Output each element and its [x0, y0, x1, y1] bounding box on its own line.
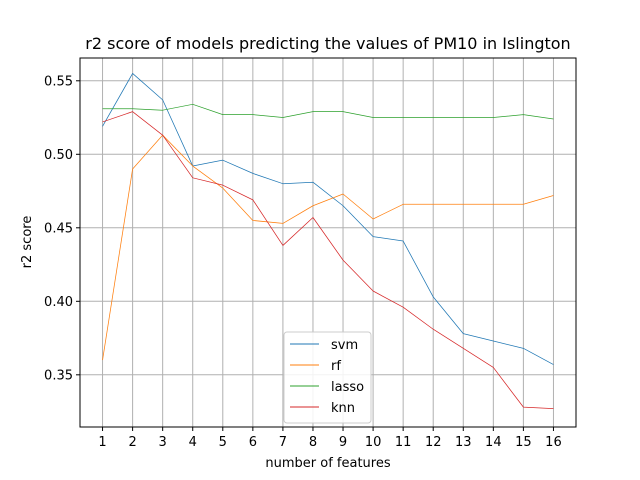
x-tick-label: 10 — [365, 435, 382, 450]
x-tick-label: 7 — [279, 435, 287, 450]
x-tick-label: 5 — [219, 435, 227, 450]
y-tick-label: 0.55 — [44, 74, 73, 89]
x-tick-label: 15 — [515, 435, 532, 450]
x-tick-label: 1 — [98, 435, 106, 450]
y-axis-label: r2 score — [20, 216, 35, 269]
x-tick-label: 16 — [545, 435, 562, 450]
series-line-rf — [102, 134, 554, 361]
y-axis-ticks: 0.35 0.40 0.45 0.50 0.55 — [44, 74, 80, 383]
legend-label-lasso: lasso — [331, 380, 364, 395]
legend-label-knn: knn — [331, 401, 355, 416]
legend-box — [283, 331, 372, 424]
grid — [80, 58, 576, 427]
x-tick-label: 13 — [455, 435, 472, 450]
x-tick-label: 2 — [128, 435, 136, 450]
series-line-svm — [102, 73, 554, 365]
x-axis-ticks: 1 2 3 4 5 6 7 8 9 10 11 12 13 14 15 16 — [98, 427, 562, 450]
x-tick-label: 4 — [189, 435, 197, 450]
chart-title: r2 score of models predicting the values… — [85, 34, 570, 53]
series-lines — [102, 73, 554, 409]
x-axis-label: number of features — [265, 456, 390, 471]
series-line-knn — [102, 111, 554, 409]
y-tick-label: 0.50 — [44, 148, 73, 163]
x-tick-label: 6 — [249, 435, 257, 450]
series-line-lasso — [102, 103, 554, 120]
legend: svm rf lasso knn — [283, 331, 372, 424]
plot-frame — [79, 57, 577, 428]
y-tick-label: 0.45 — [44, 221, 73, 236]
x-tick-label: 8 — [309, 435, 317, 450]
x-tick-label: 3 — [159, 435, 167, 450]
x-tick-label: 12 — [425, 435, 442, 450]
y-tick-label: 0.35 — [44, 368, 73, 383]
x-tick-label: 14 — [485, 435, 502, 450]
x-tick-label: 9 — [339, 435, 347, 450]
y-tick-label: 0.40 — [44, 295, 73, 310]
legend-label-rf: rf — [331, 359, 341, 374]
legend-label-svm: svm — [331, 338, 358, 353]
x-tick-label: 11 — [395, 435, 412, 450]
